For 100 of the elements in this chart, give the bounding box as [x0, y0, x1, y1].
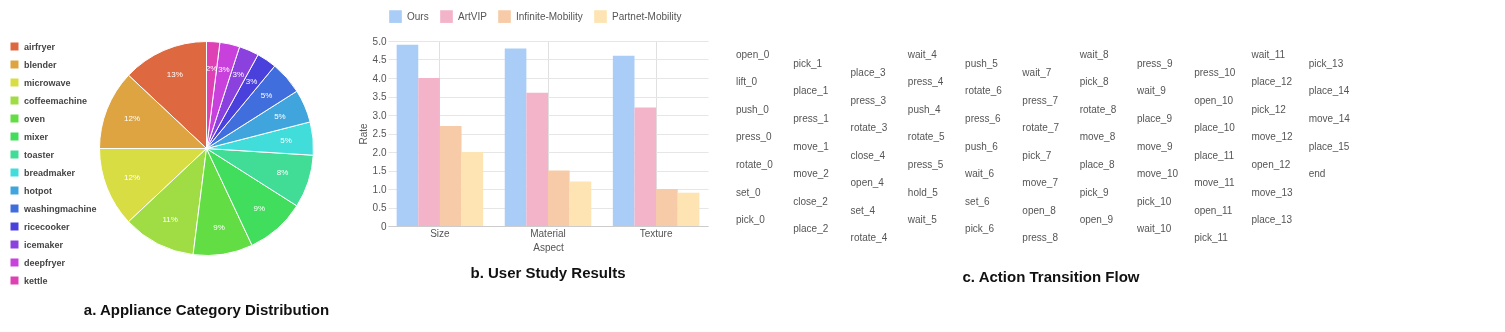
bar [526, 92, 548, 226]
y-tick-label: 4.5 [372, 54, 387, 65]
text: move_10 [1136, 168, 1179, 180]
legend-label: kettle [24, 275, 48, 286]
text: press_1 [793, 113, 830, 125]
legend-label: toaster [24, 149, 55, 160]
text: wait_9 [1135, 85, 1167, 97]
text: place_13 [1251, 214, 1293, 226]
text: rotate_6 [965, 85, 1003, 97]
data-label: 12% [124, 114, 141, 124]
y-tick-label: 0.5 [372, 202, 387, 213]
text: pick_13 [1308, 57, 1344, 69]
text: press_6 [965, 113, 1002, 125]
text: press_9 [1136, 57, 1173, 69]
legend-label: Ours [407, 10, 429, 22]
legend-label: coffeemachine [24, 95, 88, 106]
text: open_4 [850, 177, 885, 189]
text: set_0 [736, 186, 761, 198]
text: wait_8 [1078, 48, 1109, 60]
text: place_9 [1136, 113, 1173, 125]
text: pick_0 [736, 214, 766, 226]
bar [656, 189, 678, 226]
y-tick-label: 2.0 [372, 146, 387, 158]
legend-label: microwave [24, 77, 71, 88]
text: press_0 [736, 131, 773, 143]
text: rotate_8 [1079, 103, 1117, 115]
text: set_4 [850, 204, 876, 216]
text: push_0 [736, 103, 770, 115]
bar [439, 126, 462, 226]
bar [634, 107, 657, 226]
text: a. Appliance Category Distribution [83, 301, 330, 318]
x-tick-label: Material [530, 227, 566, 239]
text: pick_7 [1022, 149, 1052, 161]
data-label: 5% [280, 135, 292, 145]
y-axis-title: Rate [357, 123, 369, 145]
legend-label: mixer [24, 131, 49, 142]
text: lift_0 [736, 76, 758, 88]
text: press_10 [1194, 66, 1236, 78]
text: push_5 [965, 57, 999, 69]
data-label: 9% [253, 203, 266, 213]
text: move_7 [1022, 177, 1059, 189]
data-label: 3% [218, 65, 230, 75]
text: move_9 [1136, 140, 1173, 152]
text: place_1 [793, 85, 829, 97]
y-tick-label: 2.5 [372, 128, 387, 139]
text: pick_1 [793, 57, 823, 69]
legend-label: Infinite-Mobility [516, 10, 583, 22]
text: push_6 [965, 140, 999, 152]
text: hold_5 [907, 186, 939, 198]
text: rotate_3 [850, 122, 888, 134]
bar [461, 152, 484, 226]
text: press_3 [850, 94, 887, 106]
text: open_9 [1079, 214, 1114, 226]
legend-label: hotpot [24, 185, 52, 196]
text: pick_12 [1251, 103, 1287, 115]
text: wait_10 [1135, 223, 1172, 235]
text: b. User Study Results [470, 264, 626, 281]
text: rotate_0 [736, 159, 774, 171]
text: open_11 [1194, 204, 1233, 216]
data-label: 5% [260, 90, 273, 100]
text: c. Action Transition Flow [962, 268, 1140, 285]
y-tick-label: 3.5 [372, 91, 387, 102]
data-label: 12% [124, 172, 141, 182]
bar [418, 78, 440, 226]
text: wait_5 [906, 214, 938, 226]
text: open_8 [1022, 204, 1057, 216]
text: place_8 [1079, 159, 1116, 171]
x-tick-label: Texture [639, 227, 673, 239]
text: move_11 [1194, 177, 1236, 189]
legend-label: ArtVIP [458, 10, 488, 22]
data-label: 3% [245, 77, 258, 87]
text: move_13 [1251, 186, 1294, 198]
data-label: 5% [274, 111, 286, 121]
x-axis-title: Aspect [533, 241, 564, 253]
y-tick-label: 0 [380, 220, 387, 232]
bar [569, 181, 592, 226]
legend-label: blender [24, 59, 57, 70]
x-tick-label: Size [430, 227, 451, 239]
text: close_2 [793, 195, 829, 207]
text: move_12 [1251, 131, 1294, 143]
text: wait_4 [906, 48, 938, 60]
text: place_14 [1308, 85, 1350, 97]
text: rotate_7 [1022, 122, 1060, 134]
data-label: 8% [276, 168, 289, 178]
bar [612, 55, 635, 226]
legend-label: airfryer [24, 41, 56, 52]
text: pick_11 [1194, 232, 1229, 244]
legend-label: breadmaker [24, 167, 76, 178]
y-tick-label: 1.0 [372, 183, 387, 195]
text: move_14 [1308, 113, 1351, 125]
text: place_12 [1251, 76, 1293, 88]
legend-label: washingmachine [23, 203, 97, 214]
y-tick-label: 1.5 [372, 165, 387, 176]
legend-label: icemaker [24, 239, 64, 250]
legend-label: oven [24, 113, 46, 124]
text: move_2 [793, 168, 830, 180]
y-tick-label: 5.0 [372, 35, 387, 47]
data-label: 9% [213, 222, 225, 232]
text: press_7 [1022, 94, 1059, 106]
bar [396, 44, 419, 226]
